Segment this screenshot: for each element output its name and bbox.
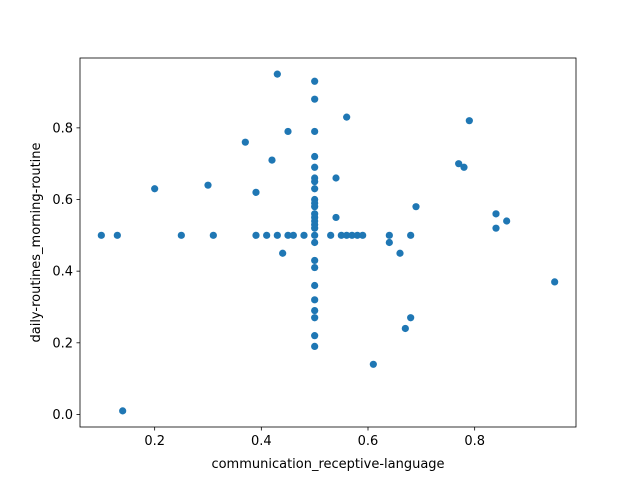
data-point xyxy=(359,231,367,239)
data-point xyxy=(401,324,409,333)
y-axis-ticks: 0.0 0.2 0.4 0.6 0.8 xyxy=(52,121,80,423)
data-point xyxy=(311,163,319,171)
x-tick-label: 0.8 xyxy=(464,434,485,449)
x-tick-label: 0.6 xyxy=(358,434,379,449)
data-point xyxy=(252,231,260,239)
data-point xyxy=(385,231,393,239)
data-point xyxy=(492,224,500,232)
data-point xyxy=(284,127,292,136)
data-point xyxy=(311,306,319,315)
data-point xyxy=(284,231,292,239)
data-point xyxy=(455,160,463,168)
data-point xyxy=(369,360,377,368)
data-point xyxy=(332,213,340,222)
points-layer xyxy=(97,70,559,415)
data-point xyxy=(300,231,308,239)
data-point xyxy=(311,177,319,186)
data-point xyxy=(343,231,351,239)
x-tick-label: 0.2 xyxy=(144,434,165,449)
data-point xyxy=(209,231,217,239)
data-point xyxy=(492,210,500,218)
data-point xyxy=(311,332,319,340)
data-point xyxy=(396,249,404,257)
data-point xyxy=(460,163,468,171)
y-tick-label: 0.0 xyxy=(52,408,73,423)
y-tick-label: 0.6 xyxy=(52,193,73,208)
x-tick-label: 0.4 xyxy=(251,434,272,449)
data-point xyxy=(348,231,356,239)
y-axis-label: daily-routines_morning-routine xyxy=(29,142,44,342)
data-point xyxy=(551,278,559,286)
data-point xyxy=(241,138,249,146)
data-point xyxy=(279,249,287,257)
data-point xyxy=(311,152,319,161)
data-point xyxy=(343,113,351,121)
y-tick-label: 0.2 xyxy=(52,336,73,351)
data-point xyxy=(311,281,319,290)
data-point xyxy=(311,256,319,265)
data-point xyxy=(311,296,319,304)
data-point xyxy=(113,231,121,239)
data-point xyxy=(407,314,415,322)
data-point xyxy=(311,77,319,85)
data-point xyxy=(204,181,212,189)
data-point xyxy=(177,231,185,239)
data-point xyxy=(289,231,297,239)
data-point xyxy=(273,70,281,78)
data-point xyxy=(465,117,473,125)
data-point xyxy=(311,263,319,272)
data-point xyxy=(353,231,361,239)
data-point xyxy=(311,185,319,193)
data-point xyxy=(311,95,319,103)
x-axis-ticks: 0.2 0.4 0.6 0.8 xyxy=(144,427,485,449)
data-point xyxy=(311,127,319,136)
y-tick-label: 0.8 xyxy=(52,121,73,136)
data-point xyxy=(151,185,159,193)
data-point xyxy=(273,231,281,239)
data-point xyxy=(337,231,345,239)
plot-area-frame xyxy=(79,57,577,428)
data-point xyxy=(97,231,105,239)
data-point xyxy=(311,342,319,350)
data-point xyxy=(311,224,319,232)
data-point xyxy=(311,231,319,239)
data-point xyxy=(412,203,420,211)
data-point xyxy=(268,156,276,164)
data-point xyxy=(407,231,415,239)
data-point xyxy=(311,314,319,322)
data-point xyxy=(332,174,340,182)
data-point xyxy=(385,238,393,247)
data-point xyxy=(119,407,127,415)
x-axis-label: communication_receptive-language xyxy=(211,457,444,472)
data-point xyxy=(252,188,260,196)
y-tick-label: 0.4 xyxy=(52,265,73,280)
data-point xyxy=(503,217,511,225)
data-point xyxy=(311,238,319,247)
data-point xyxy=(327,231,335,239)
data-point xyxy=(263,231,271,239)
data-point xyxy=(311,203,319,211)
